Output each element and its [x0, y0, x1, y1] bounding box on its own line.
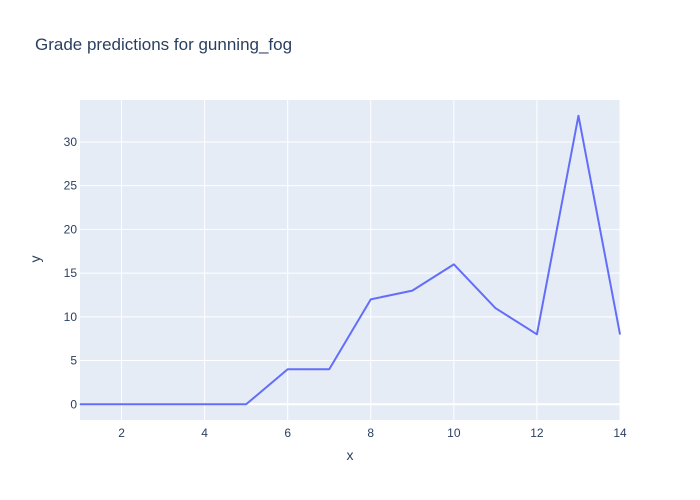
x-tick-label-6: 14 — [613, 426, 627, 440]
data-point-0-2 — [162, 403, 164, 405]
data-point-0-5 — [287, 368, 289, 370]
x-tick-labels: 2 4 6 8 10 12 14 — [118, 426, 627, 440]
data-point-0-1 — [121, 403, 123, 405]
data-point-0-13 — [619, 333, 621, 335]
y-tick-labels: 0 5 10 15 20 25 30 — [64, 135, 78, 411]
y-axis-title: y — [27, 256, 43, 263]
data-point-0-4 — [245, 403, 247, 405]
y-tick-label-6: 30 — [64, 135, 78, 149]
x-axis-title: x — [347, 447, 354, 463]
data-point-0-0 — [79, 403, 81, 405]
x-gridlines — [121, 100, 621, 420]
data-point-0-12 — [577, 115, 579, 117]
data-point-0-6 — [328, 368, 330, 370]
data-point-0-7 — [370, 298, 372, 300]
data-point-0-10 — [494, 307, 496, 309]
y-tick-label-2: 10 — [64, 310, 78, 324]
x-tick-label-0: 2 — [118, 426, 125, 440]
x-tick-label-5: 12 — [530, 426, 544, 440]
x-tick-label-2: 6 — [284, 426, 291, 440]
data-point-0-3 — [204, 403, 206, 405]
x-tick-label-4: 10 — [447, 426, 461, 440]
y-tick-label-4: 20 — [64, 222, 78, 236]
x-tick-label-1: 4 — [201, 426, 208, 440]
y-tick-label-0: 0 — [70, 397, 77, 411]
series-line-0 — [80, 114, 621, 406]
y-tick-label-5: 25 — [64, 179, 78, 193]
chart-title: Grade predictions for gunning_fog — [35, 35, 292, 54]
y-tick-label-3: 15 — [64, 266, 78, 280]
y-tick-label-1: 5 — [70, 354, 77, 368]
data-point-0-8 — [411, 290, 413, 292]
x-tick-label-3: 8 — [367, 426, 374, 440]
data-point-0-11 — [536, 333, 538, 335]
series-layer — [79, 114, 621, 406]
data-point-0-9 — [453, 263, 455, 265]
plot-area — [80, 100, 620, 420]
